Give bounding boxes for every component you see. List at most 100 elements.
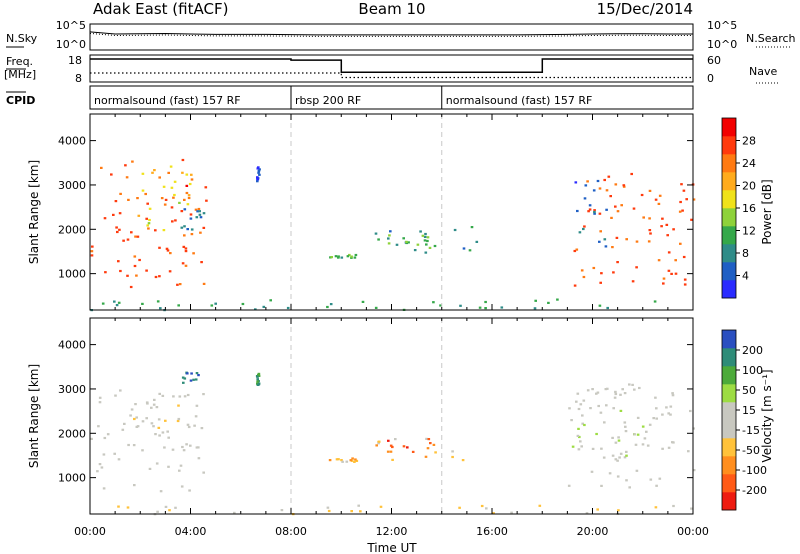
- frequency-panel: 18 8 60 0 Freq. [MHz] Nave: [4, 54, 778, 85]
- power-cell: [632, 207, 636, 210]
- velocity-colorbar-tick: 100: [742, 364, 763, 377]
- velocity-cell: [280, 509, 284, 512]
- velocity-cell: [689, 409, 692, 413]
- power-colorbar-swatch: [722, 280, 736, 299]
- velocity-cell: [353, 460, 356, 463]
- velocity-cell: [614, 458, 618, 461]
- velocity-cell: [652, 417, 655, 420]
- power-cell: [606, 306, 609, 310]
- velocity-cell: [690, 507, 693, 510]
- power-cell: [683, 283, 687, 286]
- power-cell: [423, 239, 427, 242]
- velocity-cell: [617, 436, 620, 439]
- velocity-cell: [186, 393, 190, 397]
- power-cell: [657, 202, 661, 205]
- power-cell: [361, 300, 365, 303]
- velocity-cell: [595, 432, 598, 436]
- frequency-trace: [90, 58, 693, 74]
- velocity-cell: [102, 453, 106, 456]
- velocity-colorbar-swatch: [722, 456, 736, 475]
- velocity-cell: [643, 437, 647, 440]
- velocity-cell: [665, 406, 668, 409]
- power-cell: [647, 240, 651, 243]
- velocity-cell: [326, 506, 330, 509]
- velocity-cell: [163, 446, 166, 449]
- power-cell: [582, 275, 586, 279]
- velocity-cell: [589, 407, 592, 410]
- power-cell: [598, 240, 601, 243]
- power-cell: [163, 203, 167, 206]
- velocity-cell: [628, 486, 631, 489]
- power-cell: [148, 218, 151, 222]
- velocity-cell: [633, 433, 636, 436]
- velocity-cell: [134, 403, 137, 406]
- noise-scale-top-right: 10^5: [707, 19, 737, 32]
- velocity-cell: [614, 392, 618, 396]
- velocity-cell: [256, 380, 259, 383]
- velocity-cell: [192, 378, 195, 381]
- velocity-colorbar-swatch: [722, 438, 736, 457]
- velocity-cell: [375, 444, 378, 447]
- velocity-cell: [167, 436, 170, 439]
- power-cell: [173, 193, 176, 197]
- power-cell: [254, 308, 257, 311]
- velocity-cell: [425, 437, 428, 440]
- velocity-cell: [202, 393, 205, 396]
- power-cell: [101, 302, 105, 305]
- power-cell: [183, 234, 186, 237]
- velocity-cell: [406, 446, 409, 449]
- power-cell: [110, 173, 113, 176]
- velocity-cell: [570, 419, 573, 422]
- velocity-cell: [98, 401, 102, 404]
- power-cell: [90, 250, 94, 253]
- velocity-cell: [194, 378, 198, 381]
- power-cell: [654, 198, 658, 201]
- velocity-cell: [692, 469, 696, 472]
- power-cell: [174, 219, 177, 222]
- power-cell: [190, 178, 194, 181]
- power-cell: [433, 244, 437, 248]
- velocity-cell: [575, 400, 578, 403]
- power-cell: [180, 226, 184, 229]
- velocity-cell: [164, 419, 167, 422]
- velocity-cell: [387, 439, 390, 442]
- velocity-cell: [394, 438, 397, 441]
- power-cell: [181, 158, 185, 162]
- power-cell: [439, 304, 442, 307]
- velocity-cell: [655, 417, 658, 420]
- velocity-cell: [189, 444, 192, 447]
- velocity-cell: [159, 490, 163, 493]
- power-cell: [189, 217, 193, 220]
- velocity-cell: [581, 414, 584, 417]
- velocity-cell: [667, 446, 671, 449]
- velocity-colorbar-tick: -200: [742, 484, 767, 497]
- velocity-cell: [608, 472, 612, 475]
- velocity-colorbar-swatch: [722, 384, 736, 403]
- velocity-cell: [623, 392, 627, 395]
- velocity-cell: [619, 452, 623, 455]
- velocity-cell: [349, 459, 353, 462]
- mhz-label: [MHz]: [4, 68, 36, 81]
- power-cell: [115, 304, 119, 307]
- velocity-cell: [114, 394, 117, 397]
- power-cell: [662, 277, 666, 280]
- velocity-cell: [596, 391, 600, 394]
- power-cell: [186, 203, 190, 206]
- velocity-cell: [152, 425, 155, 428]
- velocity-cell: [195, 372, 199, 375]
- power-cell: [181, 262, 185, 265]
- velocity-cell: [377, 442, 380, 445]
- power-colorbar-tick: 28: [742, 135, 756, 148]
- power-cell: [667, 251, 671, 254]
- power-cell: [353, 256, 357, 259]
- power-cell: [197, 207, 201, 211]
- power-cell: [588, 204, 592, 207]
- power-colorbar-swatch: [722, 244, 736, 263]
- velocity-cell: [577, 448, 581, 451]
- power-colorbar-swatch: [722, 226, 736, 245]
- power-cell: [616, 261, 619, 264]
- power-cell: [583, 225, 586, 228]
- cpid-segment-label: normalsound (fast) 157 RF: [446, 94, 593, 107]
- power-cell: [202, 282, 206, 285]
- power-cell: [681, 209, 684, 212]
